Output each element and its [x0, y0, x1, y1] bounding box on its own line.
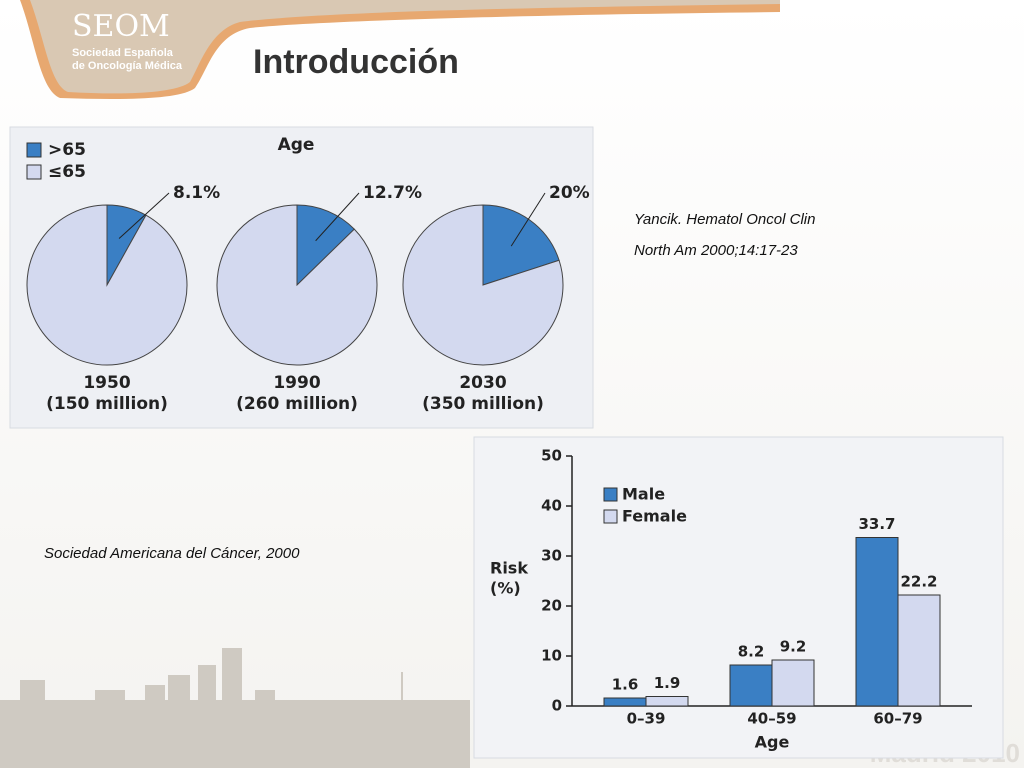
chart-title: Age [278, 135, 315, 155]
bar [771, 659, 815, 707]
pie-label: 2030 [459, 373, 506, 393]
y-tick-label: 40 [541, 497, 562, 515]
value-label: 9.2 [780, 638, 807, 656]
x-tick-label: 60–79 [873, 710, 922, 728]
pie-slice [402, 204, 564, 366]
y-tick-label: 0 [552, 697, 562, 715]
bar [603, 697, 647, 707]
y-tick-label: 30 [541, 547, 562, 565]
bar [897, 594, 941, 707]
pie-sublabel: (260 million) [236, 394, 358, 414]
logo: SEOM [72, 9, 170, 44]
skyline [0, 648, 470, 768]
slide-title: Introducción [253, 43, 459, 81]
leader-line [118, 192, 170, 239]
x-axis-label: Age [755, 733, 790, 752]
bar [855, 537, 899, 707]
y-axis-label: Risk [490, 559, 528, 578]
leader-line [315, 192, 360, 242]
legend-swatch [603, 487, 618, 502]
legend-label: ≤65 [48, 162, 86, 182]
pie-slice [26, 204, 188, 366]
y-axis-unit: (%) [490, 579, 521, 598]
legend-swatch [26, 142, 42, 158]
legend-label: Male [622, 485, 665, 504]
pie-label: 1990 [273, 373, 320, 393]
y-tick-label: 20 [541, 597, 562, 615]
value-label: 1.9 [654, 674, 681, 692]
bar [729, 664, 773, 707]
citation: Sociedad Americana del Cáncer, 2000 [44, 545, 300, 562]
citation: North Am 2000;14:17-23 [634, 242, 798, 259]
y-tick-label: 10 [541, 647, 562, 665]
pie-slice [482, 204, 560, 286]
value-label: 8.2 [738, 643, 765, 661]
value-label: 33.7 [858, 515, 895, 533]
citation: Yancik. Hematol Oncol Clin [634, 211, 815, 228]
pie-slice [296, 204, 355, 287]
pie-label: 1950 [83, 373, 130, 393]
value-label: 22.2 [900, 573, 937, 591]
x-tick-label: 40–59 [747, 710, 796, 728]
header-banner-inner [30, 0, 780, 94]
legend-label: >65 [48, 140, 86, 160]
value-label: 8.1% [173, 183, 220, 203]
legend-swatch [603, 509, 618, 524]
pie-sublabel: (150 million) [46, 394, 168, 414]
bar [645, 696, 689, 707]
pie-sublabel: (350 million) [422, 394, 544, 414]
value-label: 1.6 [612, 676, 639, 694]
leader-line [510, 192, 546, 247]
legend-label: Female [622, 507, 687, 526]
value-label: 12.7% [363, 183, 422, 203]
value-label: 20% [549, 183, 590, 203]
x-tick-label: 0–39 [627, 710, 666, 728]
logo-line: Sociedad Española [72, 47, 174, 59]
legend-swatch [26, 164, 42, 180]
y-tick-label: 50 [541, 447, 562, 465]
logo-line: de Oncología Médica [72, 60, 183, 72]
charts: Age>65≤658.1%1950(150 million)12.7%1990(… [26, 135, 972, 752]
pie-slice [216, 204, 378, 366]
